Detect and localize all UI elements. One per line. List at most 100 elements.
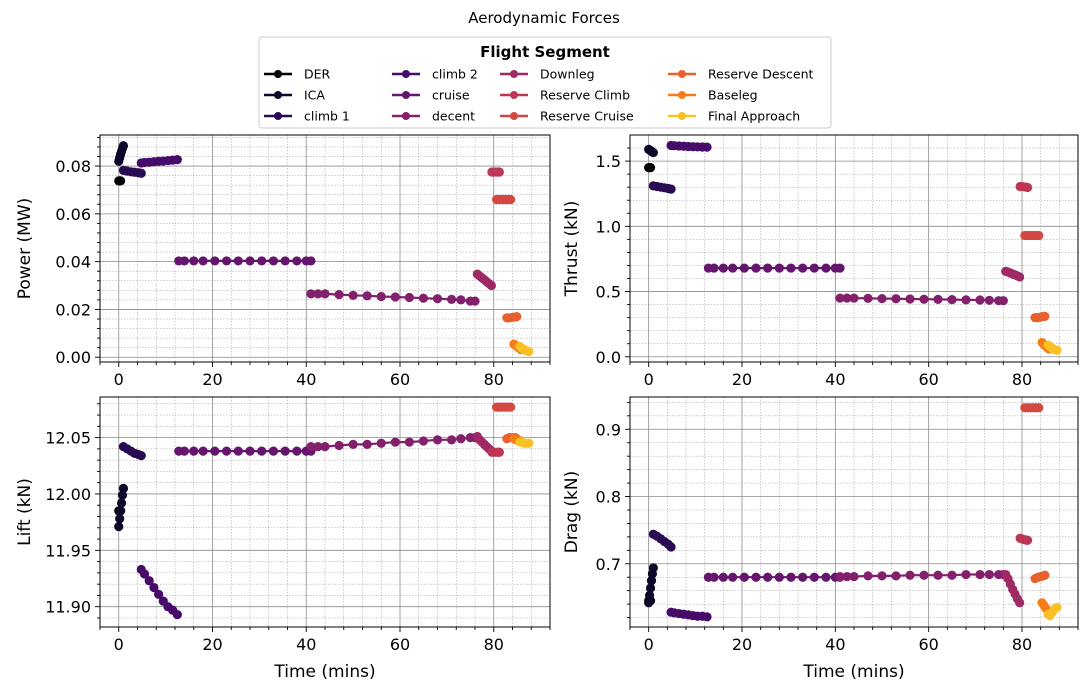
legend-marker [678,70,686,78]
data-point [1015,272,1025,282]
data-point [362,439,372,449]
data-point [245,446,255,456]
y-tick-label: 12.00 [45,485,91,504]
data-point [763,572,773,582]
data-point [404,437,414,447]
data-point [114,522,124,532]
series-reserve-cruise [1020,230,1044,241]
data-point [786,263,796,273]
data-point [877,293,887,304]
legend-entry: cruise [392,88,470,103]
data-point [313,442,323,452]
legend-entry: DER [264,67,331,82]
data-point [774,572,784,582]
data-point [984,295,994,305]
data-point [644,598,654,608]
data-point [998,296,1008,306]
data-point [984,569,994,580]
series-climb-2 [136,155,182,168]
data-point [257,446,267,456]
legend-label: Reserve Cruise [540,109,634,124]
data-point [189,446,199,456]
series-climb-1 [118,165,146,178]
data-point [432,435,443,445]
data-point [136,168,146,178]
data-point [905,294,915,304]
thrust-subplot: 0 20 40 60 80 0.0 0.5 1.0 1.5 Thrust (kN) [562,134,1079,389]
data-point [245,256,255,266]
data-point [648,148,658,158]
x-tick-label: 80 [1012,635,1032,654]
data-point [763,263,773,273]
legend-entry: Reserve Cruise [500,109,634,124]
x-tick-label: 20 [202,370,222,389]
legend-label: Reserve Climb [540,88,630,103]
x-tick-label: 60 [918,370,938,389]
data-point [432,294,443,304]
legend-marker [678,112,686,120]
series-cruise [174,446,316,456]
data-point [320,289,330,299]
y-tick-label: 0.04 [55,253,91,272]
data-point [118,141,129,151]
data-point [702,612,712,622]
x-tick-label: 40 [825,370,845,389]
series-reserve-cruise [491,402,516,412]
data-point [153,589,164,599]
legend-entry: Reserve Climb [500,88,630,103]
legend-entry: ICA [264,88,325,103]
data-point [905,570,915,580]
data-point [306,256,316,266]
data-point [645,163,656,173]
series-cruise [174,256,316,266]
data-point [348,290,358,300]
series-climb-1 [118,442,146,461]
legend-label: climb 1 [304,109,350,124]
legend-marker [274,91,282,99]
y-tick-label: 12.05 [45,429,91,448]
legend-marker [402,112,410,120]
data-point [751,572,761,582]
grid [630,135,1078,362]
data-point [115,514,125,524]
data-point [494,167,504,177]
data-point [666,542,676,552]
data-point [506,402,516,412]
legend-marker [274,112,282,120]
data-point [268,446,279,456]
data-point [1015,598,1025,608]
legend-entry: decent [392,109,475,124]
x-tick-label: 80 [484,635,504,654]
data-point [334,290,344,300]
x-tick-label: 40 [825,635,845,654]
data-point [835,263,845,273]
legend-label: DER [304,67,331,82]
data-point [961,569,971,580]
data-point [835,571,845,582]
data-point [172,609,182,620]
series-climb-2 [666,140,712,152]
data-point [233,446,243,456]
data-point [470,296,480,306]
legend-entry: climb 1 [264,109,350,124]
data-point [835,293,845,303]
legend-label: cruise [432,88,470,103]
data-point [1023,535,1033,545]
series-reserve-descent [1030,570,1050,584]
series-reserve-climb [487,447,504,457]
series-final-approach [515,341,534,357]
y-tick-label: 0.5 [596,283,621,302]
data-point [210,446,220,456]
data-point [376,438,386,448]
x-tick-label: 20 [732,370,752,389]
data-point [494,447,504,457]
ticks: 0 20 40 60 80 0.00 0.02 0.04 0.06 0.08 [55,136,551,389]
legend-marker [510,91,518,99]
legend-marker [510,112,518,120]
data-point [136,451,146,461]
series-reserve-cruise [491,194,516,205]
y-tick-label: 0.8 [596,488,621,507]
data-point [809,263,819,273]
